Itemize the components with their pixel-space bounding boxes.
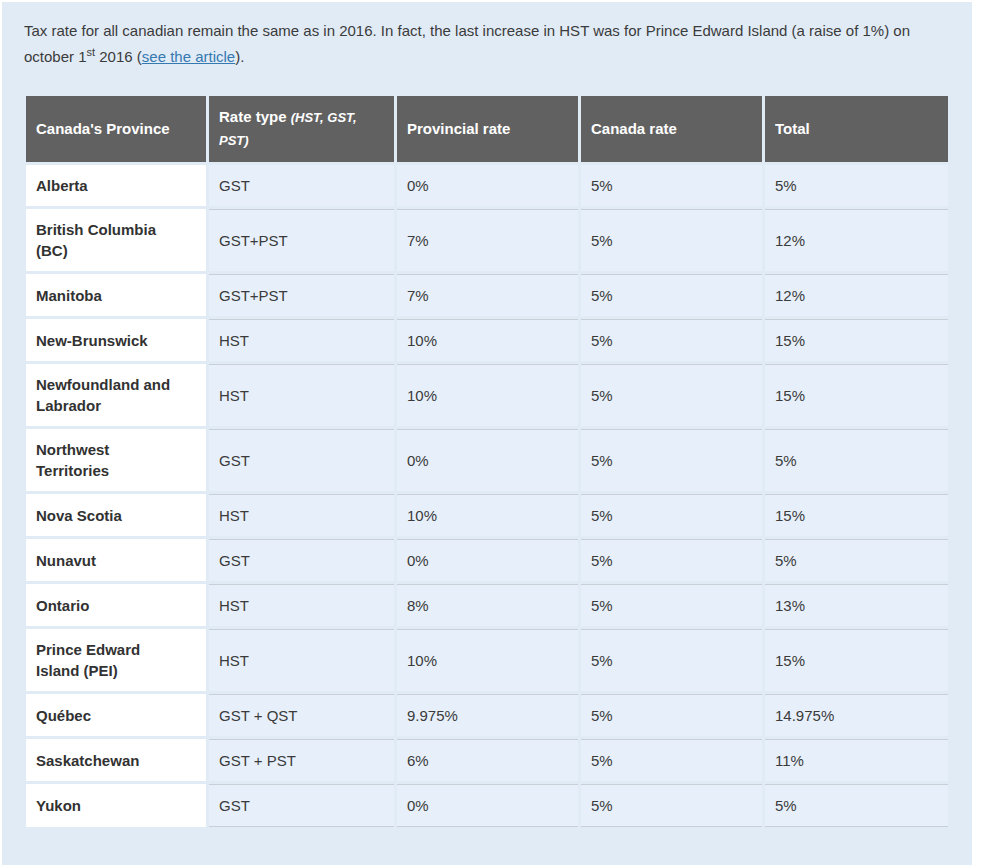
province-cell: Québec <box>26 694 206 736</box>
rate-type-cell: GST + PST <box>209 739 394 781</box>
header-rate-type: Rate type (HST, GST, PST) <box>209 96 394 162</box>
header-total: Total <box>765 96 948 162</box>
province-cell: Alberta <box>26 165 206 206</box>
canada-rate-cell: 5% <box>581 319 762 361</box>
total-cell: 15% <box>765 494 948 536</box>
rate-type-cell: GST+PST <box>209 274 394 316</box>
rate-type-cell: GST + QST <box>209 694 394 736</box>
province-cell: Nunavut <box>26 539 206 581</box>
see-the-article-link[interactable]: see the article <box>142 48 235 65</box>
total-cell: 5% <box>765 429 948 491</box>
table-row-quebec: Québec GST + QST 9.975% 5% 14.975% <box>26 694 948 736</box>
rate-type-cell: GST <box>209 539 394 581</box>
table-row-saskatchewan: Saskatchewan GST + PST 6% 5% 11% <box>26 739 948 781</box>
province-cell: Saskatchewan <box>26 739 206 781</box>
total-cell: 12% <box>765 274 948 316</box>
total-cell: 5% <box>765 165 948 206</box>
province-cell: Manitoba <box>26 274 206 316</box>
province-cell: Nova Scotia <box>26 494 206 536</box>
province-cell: Northwest Territories <box>26 429 206 491</box>
rate-type-cell: HST <box>209 629 394 691</box>
total-cell: 5% <box>765 784 948 827</box>
canada-rate-cell: 5% <box>581 364 762 426</box>
provincial-rate-cell: 10% <box>397 629 578 691</box>
rate-type-cell: HST <box>209 494 394 536</box>
rate-type-cell: GST+PST <box>209 209 394 271</box>
canada-rate-cell: 5% <box>581 739 762 781</box>
canada-rate-cell: 5% <box>581 165 762 206</box>
table-row-yukon: Yukon GST 0% 5% 5% <box>26 784 948 827</box>
total-cell: 13% <box>765 584 948 626</box>
intro-text-2: 2016 ( <box>95 48 142 65</box>
intro-text-3: ). <box>235 48 244 65</box>
total-cell: 11% <box>765 739 948 781</box>
canada-rate-cell: 5% <box>581 274 762 316</box>
rate-type-cell: GST <box>209 165 394 206</box>
provincial-rate-cell: 9.975% <box>397 694 578 736</box>
provincial-rate-cell: 6% <box>397 739 578 781</box>
canada-rate-cell: 5% <box>581 584 762 626</box>
total-cell: 15% <box>765 364 948 426</box>
table-row-nova-scotia: Nova Scotia HST 10% 5% 15% <box>26 494 948 536</box>
header-province: Canada's Province <box>26 96 206 162</box>
provincial-rate-cell: 0% <box>397 784 578 827</box>
total-cell: 15% <box>765 319 948 361</box>
provincial-rate-cell: 7% <box>397 274 578 316</box>
header-provincial-rate: Provincial rate <box>397 96 578 162</box>
provincial-rate-cell: 10% <box>397 319 578 361</box>
table-row-british-columbia: British Columbia (BC) GST+PST 7% 5% 12% <box>26 209 948 271</box>
rate-type-cell: GST <box>209 784 394 827</box>
intro-paragraph: Tax rate for all canadian remain the sam… <box>24 18 942 70</box>
rate-type-cell: HST <box>209 319 394 361</box>
table-row-newfoundland: Newfoundland and Labrador HST 10% 5% 15% <box>26 364 948 426</box>
province-cell: Newfoundland and Labrador <box>26 364 206 426</box>
rate-type-cell: GST <box>209 429 394 491</box>
header-rate-type-label: Rate type <box>219 108 291 125</box>
provincial-rate-cell: 0% <box>397 165 578 206</box>
tax-rates-table: Canada's Province Rate type (HST, GST, P… <box>23 93 951 830</box>
table-row-nunavut: Nunavut GST 0% 5% 5% <box>26 539 948 581</box>
provincial-rate-cell: 8% <box>397 584 578 626</box>
header-canada-rate: Canada rate <box>581 96 762 162</box>
header-row: Canada's Province Rate type (HST, GST, P… <box>26 96 948 162</box>
provincial-rate-cell: 10% <box>397 364 578 426</box>
province-cell: British Columbia (BC) <box>26 209 206 271</box>
provincial-rate-cell: 7% <box>397 209 578 271</box>
provincial-rate-cell: 10% <box>397 494 578 536</box>
canada-rate-cell: 5% <box>581 784 762 827</box>
total-cell: 5% <box>765 539 948 581</box>
table-row-alberta: Alberta GST 0% 5% 5% <box>26 165 948 206</box>
table-row-new-brunswick: New-Brunswick HST 10% 5% 15% <box>26 319 948 361</box>
total-cell: 12% <box>765 209 948 271</box>
canada-rate-cell: 5% <box>581 694 762 736</box>
table-row-prince-edward-island: Prince Edward Island (PEI) HST 10% 5% 15… <box>26 629 948 691</box>
province-cell: Yukon <box>26 784 206 827</box>
canada-rate-cell: 5% <box>581 629 762 691</box>
province-cell: Prince Edward Island (PEI) <box>26 629 206 691</box>
total-cell: 14.975% <box>765 694 948 736</box>
canada-rate-cell: 5% <box>581 209 762 271</box>
province-cell: New-Brunswick <box>26 319 206 361</box>
table-row-ontario: Ontario HST 8% 5% 13% <box>26 584 948 626</box>
rate-type-cell: HST <box>209 584 394 626</box>
total-cell: 15% <box>765 629 948 691</box>
provincial-rate-cell: 0% <box>397 539 578 581</box>
provincial-rate-cell: 0% <box>397 429 578 491</box>
province-cell: Ontario <box>26 584 206 626</box>
table-row-manitoba: Manitoba GST+PST 7% 5% 12% <box>26 274 948 316</box>
ordinal-superscript: st <box>87 46 96 58</box>
canada-rate-cell: 5% <box>581 429 762 491</box>
content-panel: Tax rate for all canadian remain the sam… <box>2 2 972 865</box>
canada-rate-cell: 5% <box>581 494 762 536</box>
table-row-northwest-territories: Northwest Territories GST 0% 5% 5% <box>26 429 948 491</box>
canada-rate-cell: 5% <box>581 539 762 581</box>
rate-type-cell: HST <box>209 364 394 426</box>
